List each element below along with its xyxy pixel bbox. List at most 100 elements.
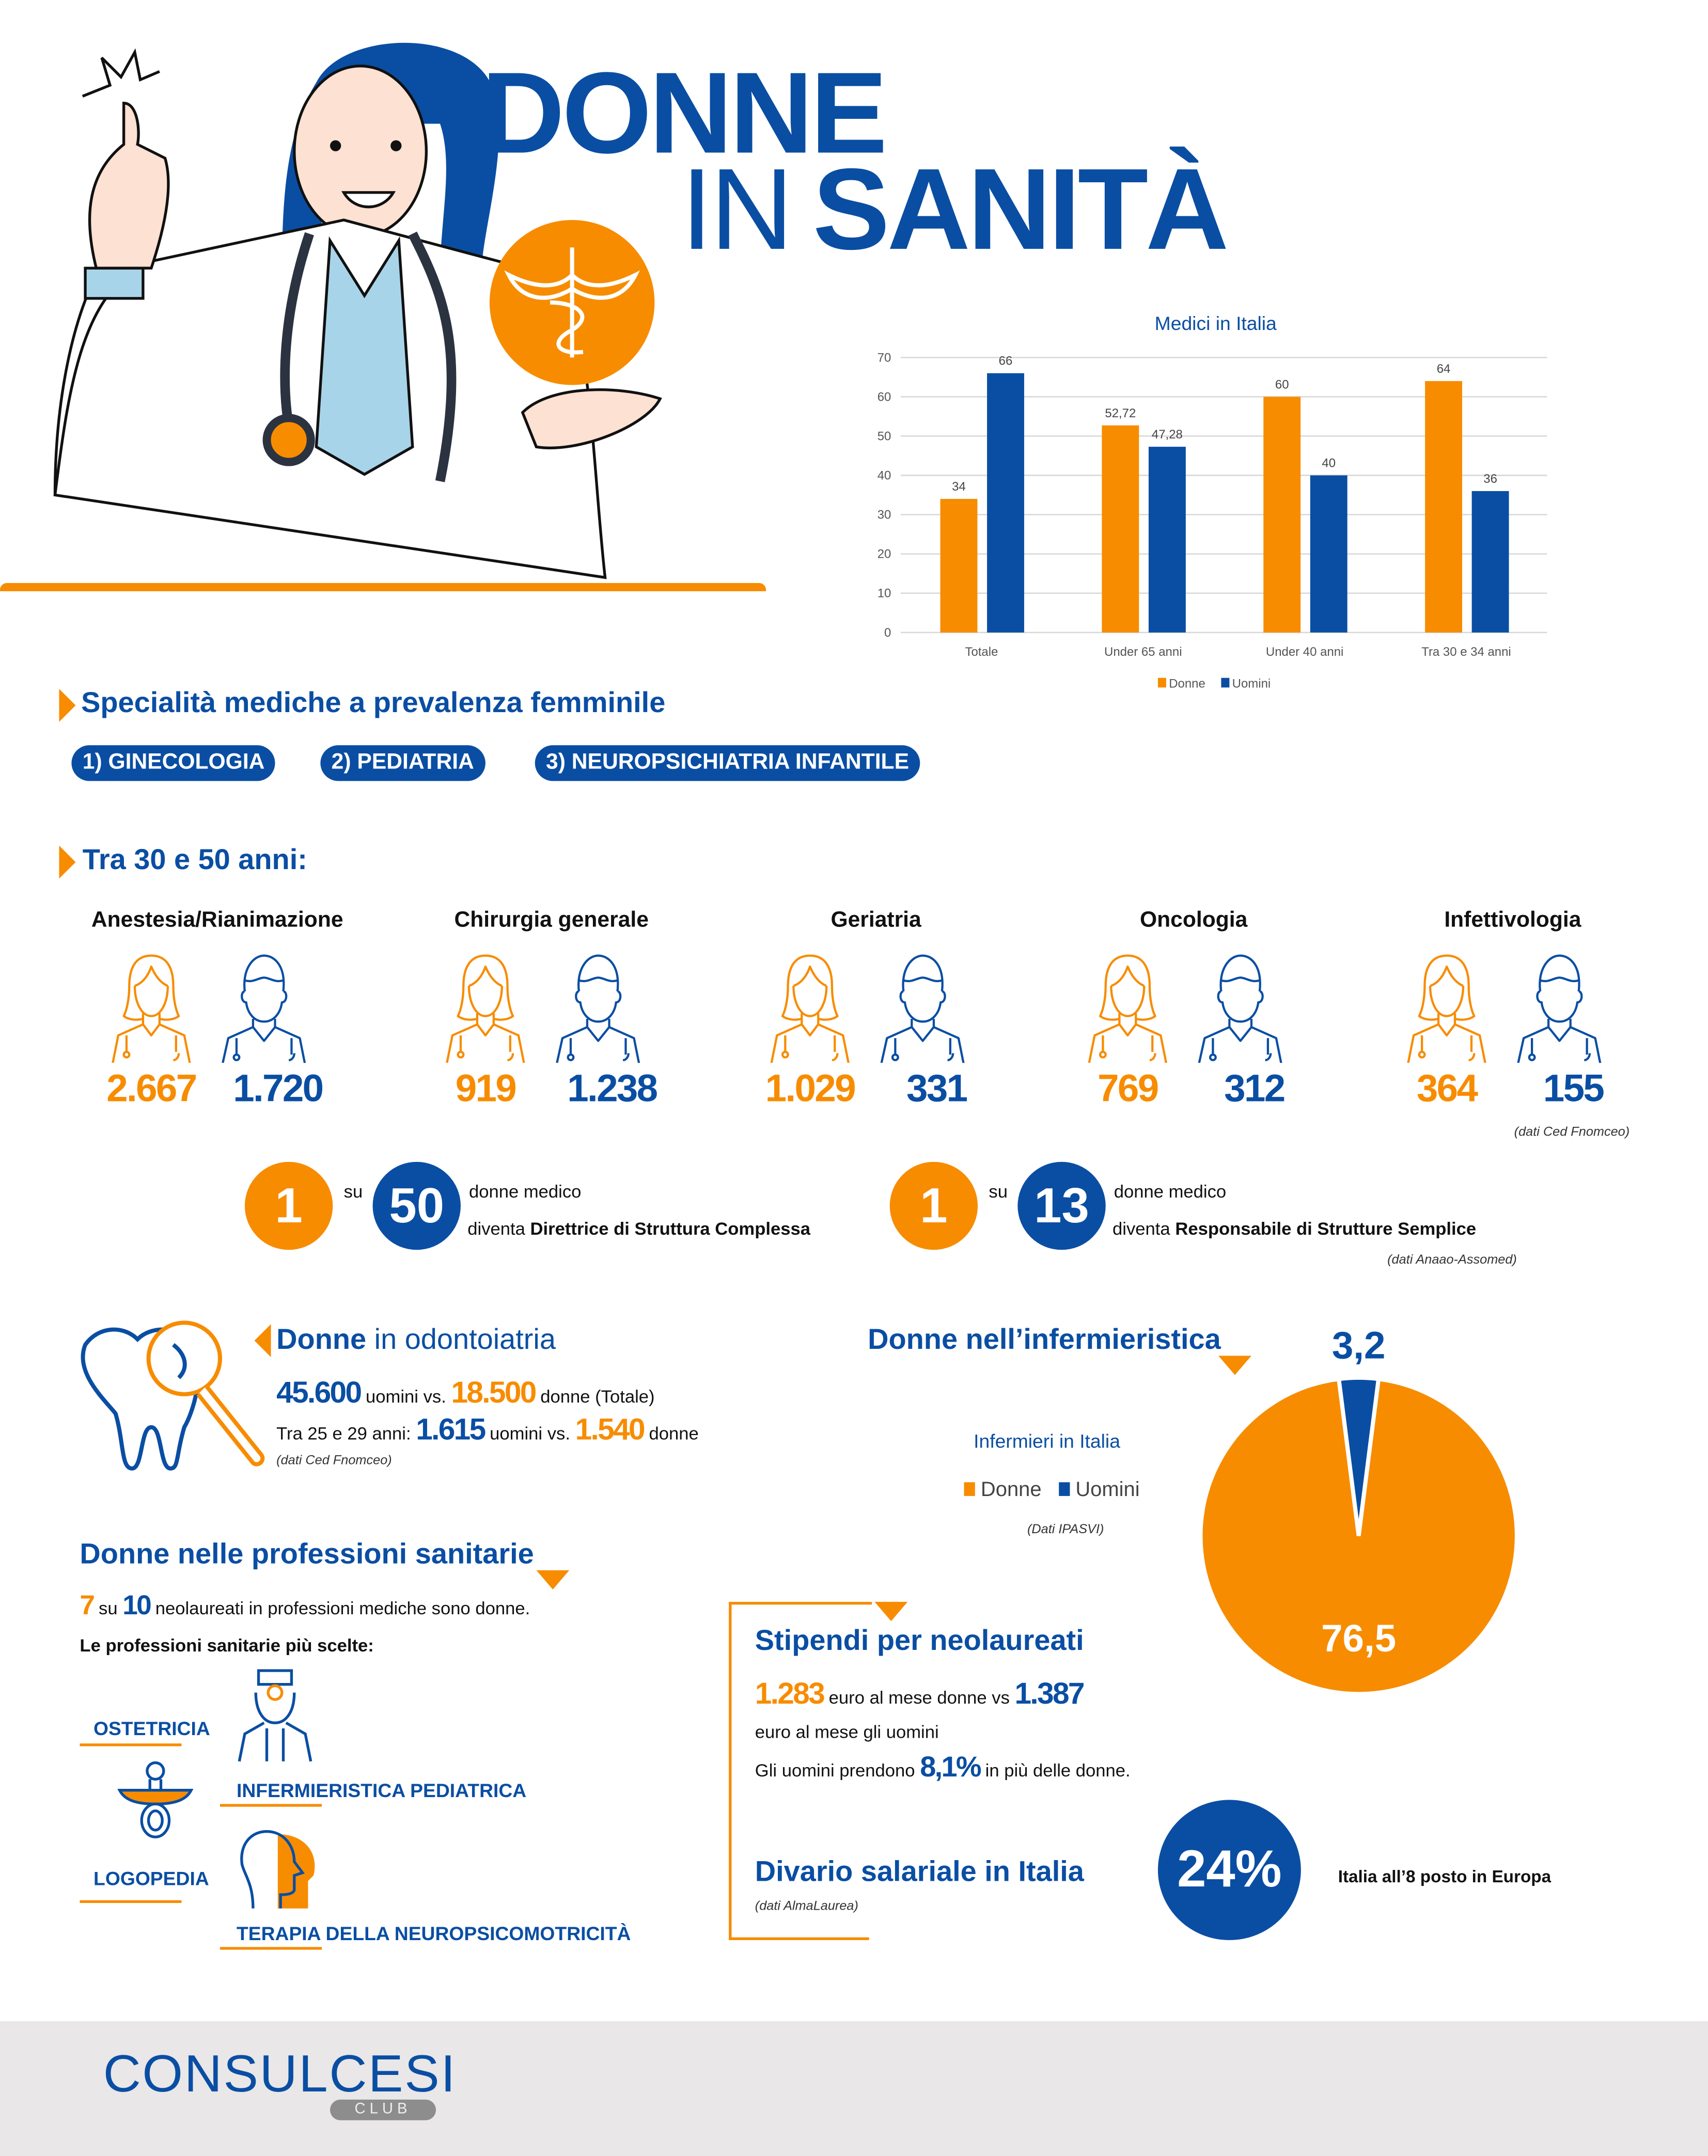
inferm-source: (Dati IPASVI): [1027, 1522, 1104, 1537]
ratio-numerator: 1: [244, 1161, 333, 1250]
donne-count: 2.667: [106, 1067, 197, 1110]
tooth-magnifier-icon: [81, 1320, 265, 1471]
pill-ginecologia: 1) GINECOLOGIA: [71, 745, 276, 781]
ratio-denominator: 13: [1017, 1161, 1106, 1250]
underline: [220, 1947, 322, 1950]
inferm-chart-title: Infermieri in Italia: [974, 1430, 1120, 1452]
specialty-heading: Infettivologia: [1444, 908, 1581, 933]
ratio-denominator: 50: [372, 1161, 461, 1250]
bar-data-label: 47,28: [1152, 428, 1183, 442]
stipendi-line1: 1.283 euro al mese donne vs 1.387: [755, 1676, 1085, 1712]
infermieri-pie-chart: 3,2 76,5: [1198, 1324, 1519, 1696]
stipendi-line2: euro al mese gli uomini: [755, 1721, 939, 1742]
pacifier-icon: [117, 1761, 194, 1838]
ratio-line1: donne medico: [468, 1181, 582, 1202]
odonto-title-light: in odontoiatria: [366, 1324, 556, 1356]
pill-pediatria: 2) PEDIATRIA: [320, 745, 485, 781]
y-tick-label: 0: [884, 626, 891, 640]
female-doctor-icon: [442, 953, 529, 1063]
pie-label-uomini: 3,2: [1332, 1324, 1386, 1367]
specialita-title: Specialità mediche a prevalenza femminil…: [81, 687, 666, 719]
prof-stat: 7 su 10 neolaureati in professioni medic…: [80, 1591, 530, 1623]
male-doctor-icon: [1196, 953, 1284, 1063]
x-tick-label: Under 40 anni: [1266, 645, 1343, 659]
odonto-uomini: 45.600: [276, 1375, 362, 1410]
bar-data-label: 40: [1322, 457, 1336, 470]
odonto-t2: donne (Totale): [535, 1386, 655, 1407]
ratio-su: su: [989, 1181, 1008, 1202]
odonto-t1: uomini vs.: [361, 1386, 451, 1407]
section-arrow-icon: [1218, 1356, 1251, 1375]
legend-uomini: Uomini: [1075, 1478, 1140, 1502]
ratio-line2: diventa Responsabile di Strutture Sempli…: [1112, 1218, 1476, 1239]
y-tick-label: 70: [877, 351, 891, 365]
eta-title: Tra 30 e 50 anni:: [82, 844, 307, 876]
specialty-heading: Geriatria: [831, 908, 921, 933]
ratio-su: su: [343, 1181, 363, 1202]
head-profile-icon: [240, 1830, 315, 1909]
y-tick-label: 10: [877, 587, 891, 601]
legend-label: Donne: [1169, 676, 1205, 690]
prof-ostetricia: OSTETRICIA: [93, 1717, 210, 1740]
odonto-title: Donne in odontoiatria: [276, 1324, 556, 1357]
stipendi-title: Stipendi per neolaureati: [755, 1625, 1084, 1657]
legend-donne: Donne: [980, 1478, 1042, 1502]
bar-data-label: 36: [1483, 472, 1497, 486]
inferm-legend: Donne Uomini: [964, 1478, 1140, 1502]
uomini-count: 155: [1543, 1067, 1605, 1110]
chart-title: Medici in Italia: [1155, 312, 1277, 334]
divario-source: (dati AlmaLaurea): [755, 1899, 858, 1914]
stipendi-t4: in più delle donne.: [980, 1760, 1131, 1781]
footer: CONSULCESI CLUB: [0, 2021, 1708, 2156]
legend-swatch-uomini: [1058, 1482, 1070, 1496]
ratio-line2-pre: diventa: [467, 1218, 530, 1239]
bar-data-label: 34: [952, 480, 966, 494]
title-in: IN: [680, 144, 793, 274]
specialty-heading: Anestesia/Rianimazione: [91, 908, 343, 933]
x-tick-label: Under 65 anni: [1104, 645, 1182, 659]
bar-uomini: [1310, 475, 1347, 633]
stipendi-pct: 8,1%: [920, 1752, 981, 1784]
specialty-heading: Chirurgia generale: [454, 908, 649, 933]
prof-subtitle: Le professioni sanitarie più scelte:: [80, 1634, 374, 1656]
ratio-line2-bold: Responsabile di Strutture Semplice: [1175, 1218, 1477, 1239]
donne-count: 364: [1416, 1067, 1478, 1110]
odonto-donne: 18.500: [451, 1375, 537, 1410]
divario-note: Italia all’8 posto in Europa: [1338, 1867, 1552, 1887]
ratio-numerator: 1: [889, 1161, 978, 1250]
male-doctor-icon: [879, 953, 966, 1063]
legend-swatch: [1221, 678, 1230, 688]
x-tick-label: Totale: [965, 645, 998, 659]
ratio-line1: donne medico: [1114, 1181, 1227, 1202]
bar-uomini: [1471, 491, 1509, 633]
bar-donne: [1263, 397, 1301, 633]
male-doctor-icon: [1515, 953, 1603, 1063]
stipendi-t1: euro al mese donne vs: [824, 1687, 1015, 1708]
section-arrow-icon: [254, 1324, 271, 1357]
ratio-line2-bold: Direttrice di Struttura Complessa: [530, 1218, 810, 1239]
stipendi-t3: Gli uomini prendono: [755, 1760, 920, 1781]
bar-donne: [1425, 381, 1463, 633]
y-tick-label: 20: [877, 547, 891, 561]
male-doctor-icon: [554, 953, 642, 1063]
x-tick-label: Tra 30 e 34 anni: [1421, 645, 1511, 659]
divario-title: Divario salariale in Italia: [755, 1856, 1084, 1888]
y-tick-label: 30: [877, 508, 891, 522]
male-doctor-icon: [220, 953, 308, 1063]
underline: [80, 1900, 182, 1903]
section-arrow-icon: [536, 1570, 570, 1590]
uomini-count: 1.238: [567, 1067, 658, 1110]
prof-logopedia: LOGOPEDIA: [93, 1867, 209, 1890]
prof-n1: 7: [80, 1591, 95, 1622]
female-doctor-icon: [107, 953, 195, 1063]
underline: [80, 1743, 182, 1746]
ratio-line2: diventa Direttrice di Struttura Compless…: [467, 1218, 810, 1239]
consulcesi-logo: CONSULCESI: [103, 2045, 457, 2104]
ratio-line2-pre: diventa: [1112, 1218, 1176, 1239]
uomini-count: 331: [906, 1067, 968, 1110]
odonto-source: (dati Ced Fnomceo): [276, 1453, 392, 1469]
prof-title: Donne nelle professioni sanitarie: [80, 1538, 534, 1570]
prof-terapia: TERAPIA DELLA NEUROPSICOMOTRICITÀ: [236, 1922, 631, 1944]
stipendi-line3: Gli uomini prendono 8,1% in più delle do…: [755, 1752, 1131, 1785]
ratio-source: (dati Anaao-Assomed): [1387, 1252, 1517, 1268]
